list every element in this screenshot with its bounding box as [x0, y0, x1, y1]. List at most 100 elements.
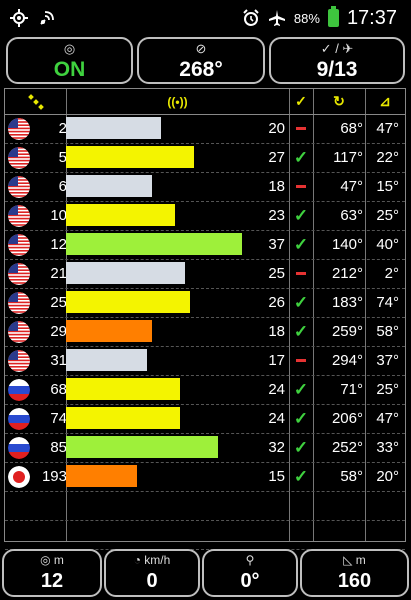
used-check-icon: ✓	[293, 205, 309, 225]
us-flag-icon	[8, 292, 30, 314]
satellite-prn: 5	[58, 149, 67, 166]
table-row[interactable]: 2 20 68° 47°	[5, 114, 405, 144]
not-used-dash-icon	[289, 114, 313, 143]
signal-strength-value: 25	[268, 265, 285, 282]
column-divider	[365, 89, 366, 541]
azimuth-value: 259°	[331, 323, 363, 340]
fix-status-panel[interactable]: ◎ ON	[6, 37, 133, 84]
us-flag-icon	[8, 205, 30, 227]
us-flag-icon	[8, 321, 30, 343]
heading-panel[interactable]: ⊘ 268°	[137, 37, 265, 84]
signal-bar	[66, 291, 190, 313]
satellite-prn: 68	[50, 381, 67, 398]
satellite-prn: 6	[58, 178, 67, 195]
azimuth-value: 58°	[340, 468, 363, 485]
table-row[interactable]: 29 18 ✓ 259° 58°	[5, 317, 405, 347]
table-row[interactable]: 85 32 ✓ 252° 33°	[5, 433, 405, 463]
column-divider	[313, 89, 314, 541]
signal-strength-value: 26	[268, 294, 285, 311]
table-row[interactable]: 21 25 212° 2°	[5, 259, 405, 289]
us-flag-icon	[8, 263, 30, 285]
not-used-dash-icon	[289, 172, 313, 201]
elevation-value: 33°	[376, 439, 399, 456]
bearing-value: 0°	[240, 570, 260, 592]
accuracy-panel[interactable]: ◺ m 160	[300, 549, 409, 597]
used-column-header[interactable]: ✓	[289, 89, 313, 114]
gps-icon	[10, 9, 28, 27]
table-header: ((•)) ✓ ↻ ⊿	[5, 89, 405, 115]
signal-bar	[66, 204, 175, 226]
elevation-value: 22°	[376, 149, 399, 166]
airplane-mode-icon	[268, 10, 285, 26]
elevation-column-header[interactable]: ⊿	[365, 89, 405, 114]
us-flag-icon	[8, 350, 30, 372]
signal-strength-value: 24	[268, 381, 285, 398]
signal-bar	[66, 175, 152, 197]
azimuth-value: 212°	[331, 265, 363, 282]
table-row[interactable]: 10 23 ✓ 63° 25°	[5, 201, 405, 231]
us-flag-icon	[8, 147, 30, 169]
table-row[interactable]: 5 27 ✓ 117° 22°	[5, 143, 405, 173]
table-row[interactable]: 68 24 ✓ 71° 25°	[5, 375, 405, 405]
accuracy-unit: m	[355, 553, 366, 567]
signal-bar	[66, 465, 137, 487]
target-icon: ◎	[40, 553, 51, 567]
signal-column-header[interactable]: ((•))	[66, 89, 289, 114]
azimuth-value: 47°	[340, 178, 363, 195]
signal-bar	[66, 117, 161, 139]
signal-bar	[66, 378, 180, 400]
signal-strength-value: 32	[268, 439, 285, 456]
speed-value: 0	[146, 570, 158, 592]
elevation-value: 40°	[376, 236, 399, 253]
signal-bar	[66, 233, 242, 255]
azimuth-value: 63°	[340, 207, 363, 224]
bearing-panel[interactable]: ⚲ 0°	[202, 549, 298, 597]
check-icon: ✓	[295, 93, 307, 109]
column-divider	[289, 89, 290, 541]
table-row[interactable]: 25 26 ✓ 183° 74°	[5, 288, 405, 318]
signal-bar	[66, 320, 152, 342]
satellite-prn: 10	[50, 207, 67, 224]
satellite-icon	[27, 93, 44, 110]
used-check-icon: ✓	[293, 147, 309, 167]
table-row[interactable]: 12 37 ✓ 140° 40°	[5, 230, 405, 260]
signal-strength-value: 37	[268, 236, 285, 253]
signal-strength-value: 23	[268, 207, 285, 224]
empty-row	[5, 520, 405, 550]
satellite-prn: 12	[50, 236, 67, 253]
satellite-column-header[interactable]	[5, 89, 66, 114]
status-bar: 88% 17:37	[0, 0, 411, 36]
signal-bar	[66, 407, 180, 429]
table-row[interactable]: 74 24 ✓ 206° 47°	[5, 404, 405, 434]
accuracy-value: 160	[337, 570, 372, 592]
signal-strength-value: 18	[268, 178, 285, 195]
table-row[interactable]: 31 17 294° 37°	[5, 346, 405, 376]
check-satellite-icon: ✓ / ✈	[320, 41, 354, 56]
altitude-panel[interactable]: ◎ m 12	[2, 549, 102, 597]
russia-flag-icon	[8, 379, 30, 401]
signal-bar	[66, 262, 185, 284]
satellite-prn: 2	[58, 120, 67, 137]
table-row[interactable]: 193 15 ✓ 58° 20°	[5, 462, 405, 492]
table-row[interactable]: 6 18 47° 15°	[5, 172, 405, 202]
compass-icon: ⊘	[195, 41, 207, 56]
satellites-used-panel[interactable]: ✓ / ✈ 9/13	[269, 37, 405, 84]
empty-row	[5, 491, 405, 521]
satellite-prn: 31	[50, 352, 67, 369]
signal-bar	[66, 436, 218, 458]
used-check-icon: ✓	[293, 234, 309, 254]
speed-panel[interactable]: ◔ km/h 0	[104, 549, 200, 597]
satellite-prn: 25	[50, 294, 67, 311]
used-check-icon: ✓	[293, 408, 309, 428]
satellites-used-value: 9/13	[316, 58, 358, 81]
used-check-icon: ✓	[293, 379, 309, 399]
elevation-icon: ⊿	[379, 93, 391, 109]
signal-strength-value: 24	[268, 410, 285, 427]
signal-strength-value: 20	[268, 120, 285, 137]
azimuth-value: 252°	[331, 439, 363, 456]
japan-flag-icon	[8, 466, 30, 488]
satellite-prn: 193	[41, 468, 67, 485]
triangle-accuracy-icon: ◺	[343, 553, 353, 567]
azimuth-column-header[interactable]: ↻	[313, 89, 365, 114]
russia-flag-icon	[8, 437, 30, 459]
